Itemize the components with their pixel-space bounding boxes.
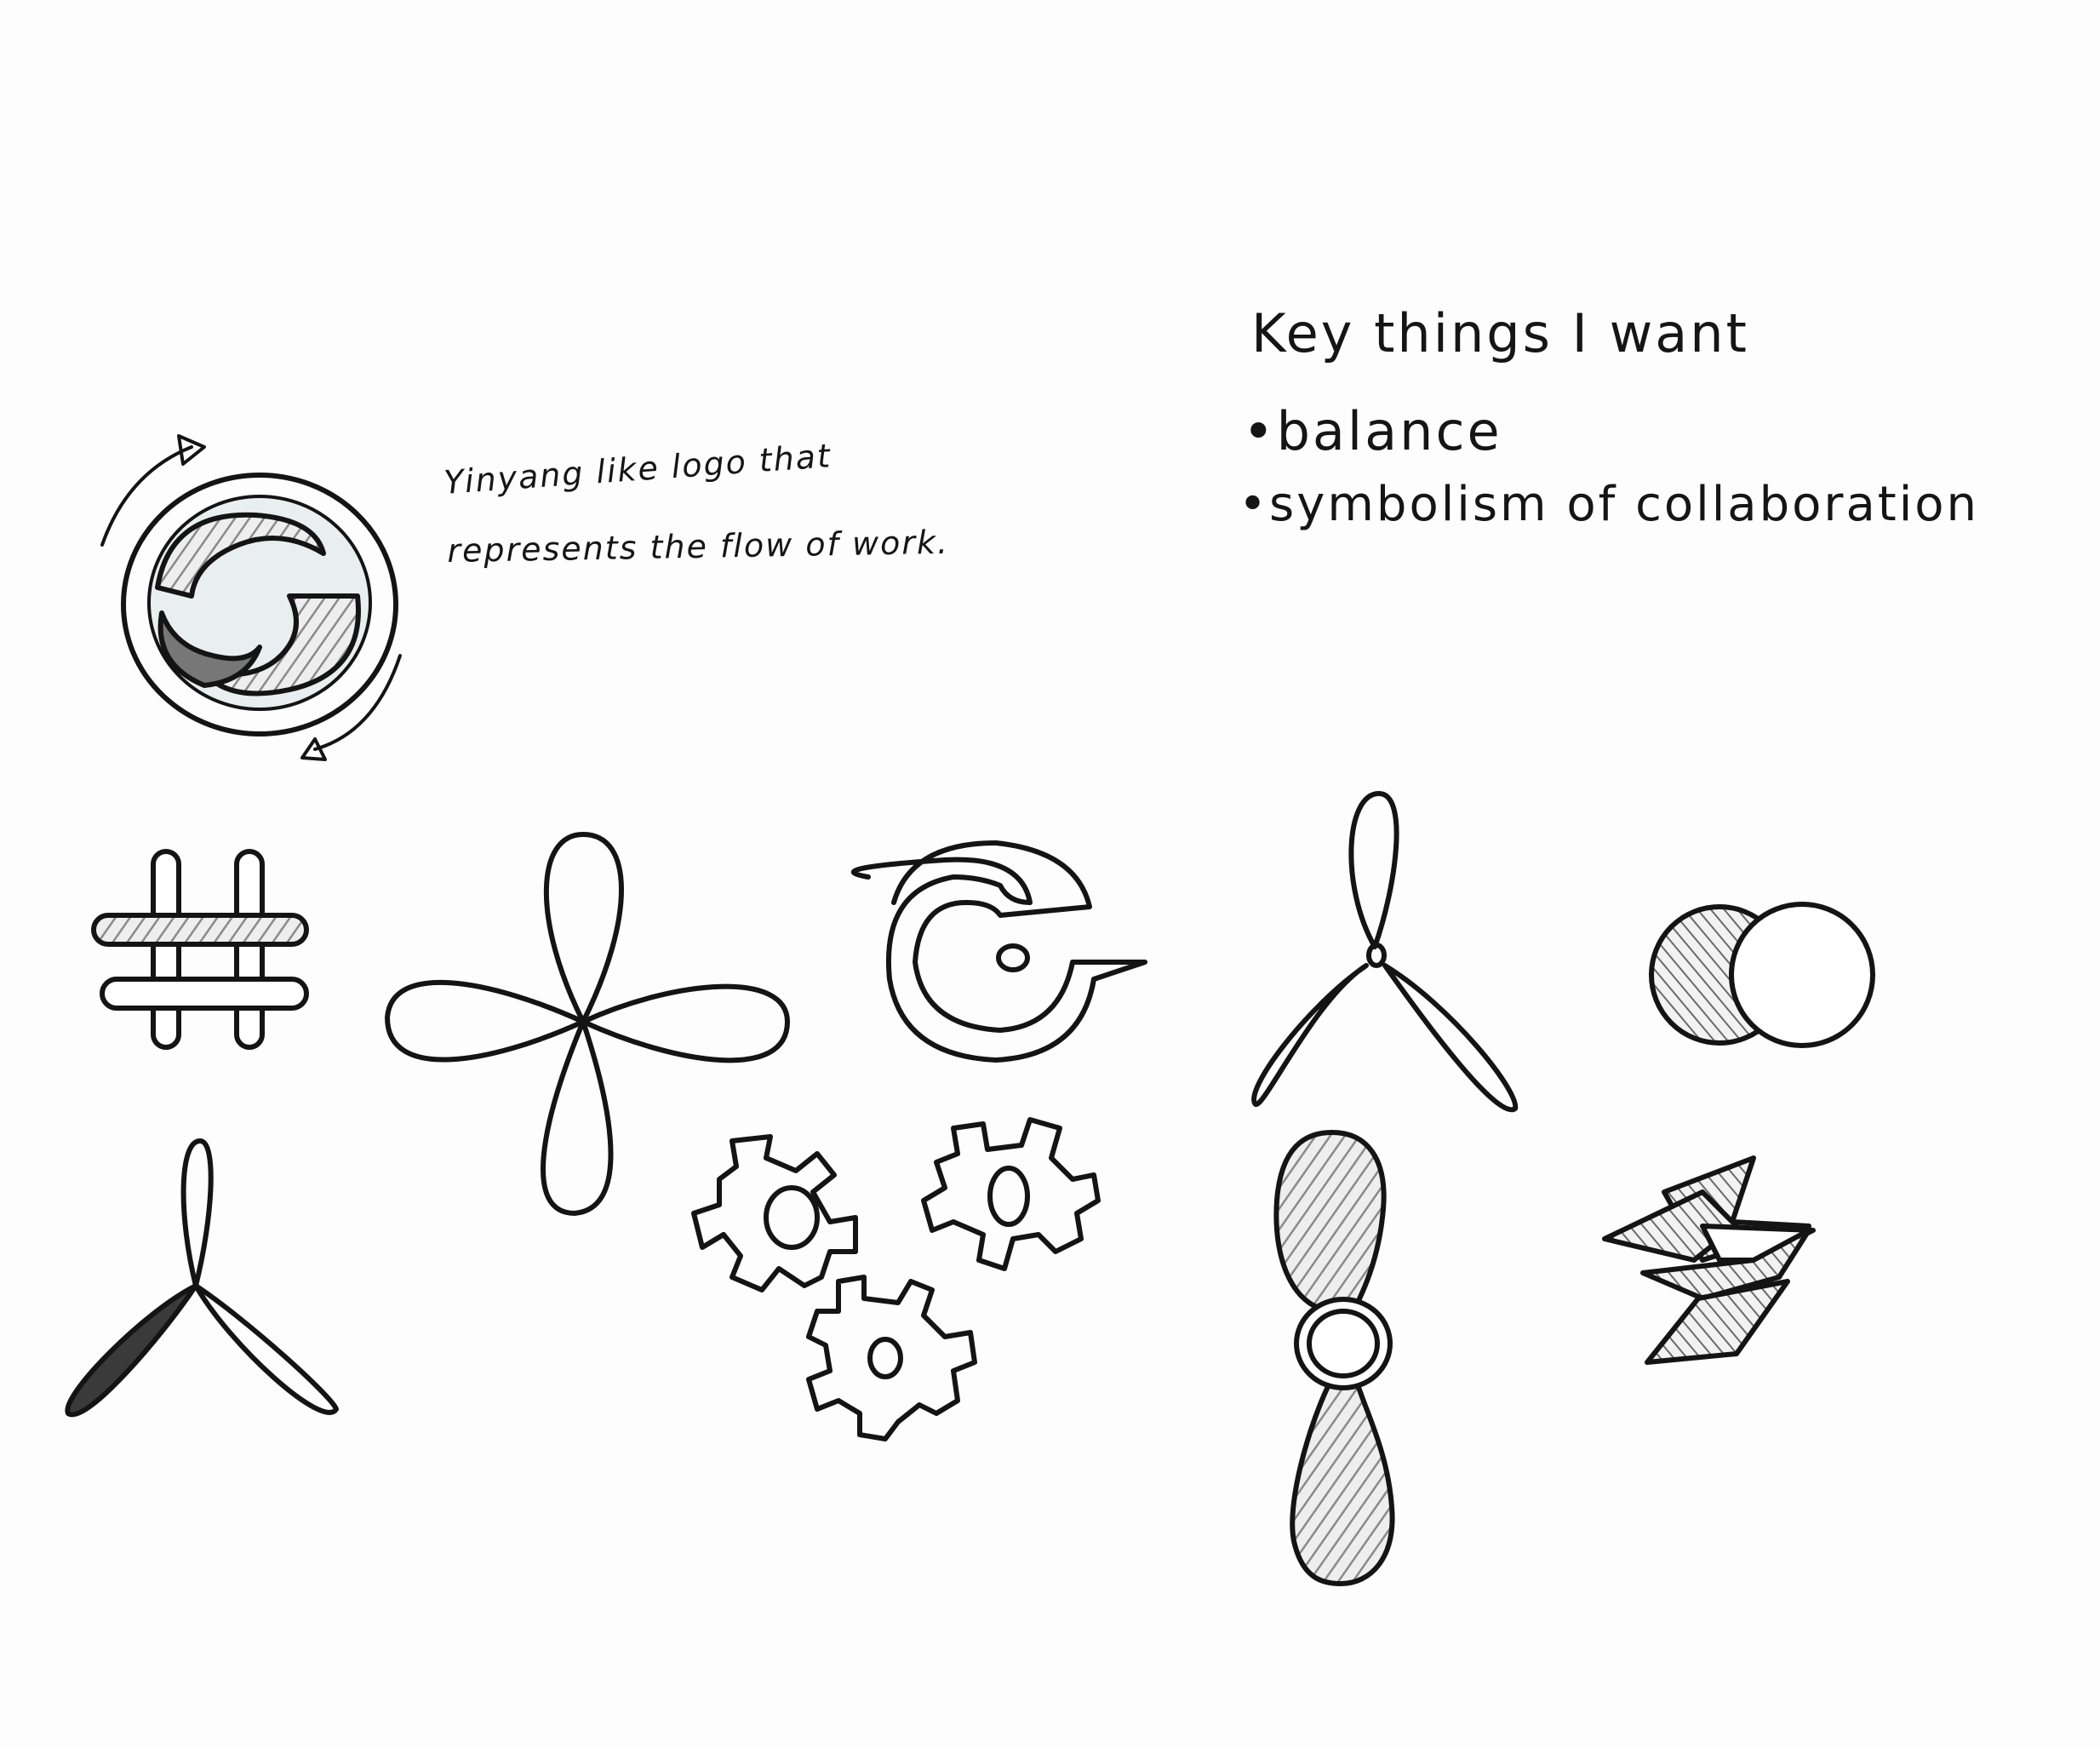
four-petal-flower-icon xyxy=(385,832,790,1216)
gears-cluster-icon xyxy=(691,1117,1101,1441)
letter-g-icon xyxy=(850,840,1147,1063)
lightning-blocks-icon xyxy=(1602,1155,1816,1365)
hashtag-weave-icon xyxy=(91,849,309,1050)
shaded-propeller-icon xyxy=(65,1138,339,1418)
yinyang-swirl-icon xyxy=(100,434,402,761)
bullet-text: balance xyxy=(1276,400,1502,462)
two-blade-propeller-icon xyxy=(1273,1130,1395,1586)
bullet-text: symbolism of collaboration xyxy=(1269,477,1980,532)
bullet-balance: •balance xyxy=(1243,400,1502,462)
bullet-dot: • xyxy=(1243,400,1277,462)
key-things-heading: Key things I want xyxy=(1251,302,1749,364)
bullet-collaboration: •symbolism of collaboration xyxy=(1239,477,1979,532)
three-blade-propeller-icon xyxy=(1251,791,1519,1113)
overlapping-circles-icon xyxy=(1649,902,1875,1048)
bullet-dot: • xyxy=(1239,477,1270,532)
